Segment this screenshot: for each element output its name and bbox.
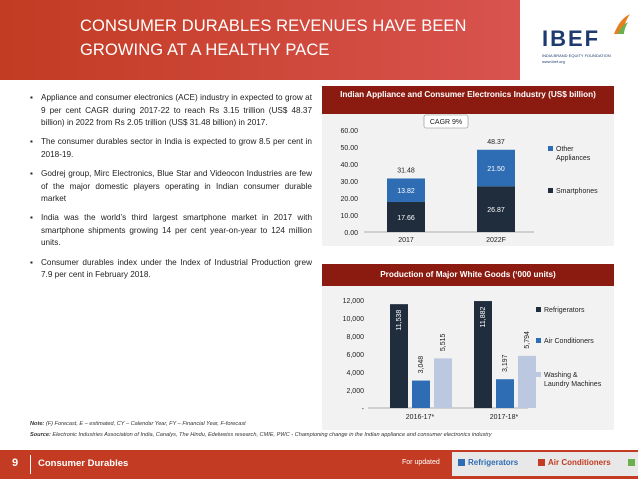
x-tick-label: 2022F	[486, 237, 506, 244]
data-label: 13.82	[397, 188, 415, 195]
bullet-item: India was the world’s third largest smar…	[30, 212, 312, 250]
bar-segment	[387, 178, 425, 202]
note-line: Note: (F) Forecast, E – estimated, CY – …	[30, 420, 620, 428]
y-tick-label: 30.00	[340, 179, 358, 186]
bullet-item: Appliance and consumer electronics (ACE)…	[30, 92, 312, 130]
legend-label: Refrigerators	[544, 307, 585, 314]
source-line: Source: Electronic Industries Associatio…	[30, 431, 620, 439]
y-tick-label: 0.00	[344, 230, 358, 237]
legend-swatch	[548, 188, 553, 193]
legend-label: Washing &	[544, 372, 578, 379]
source-label: Source:	[30, 432, 51, 438]
chart-panel-ace-industry: Indian Appliance and Consumer Electronic…	[322, 86, 614, 246]
data-label: 26.87	[487, 207, 505, 214]
y-tick-label: 6,000	[346, 352, 364, 359]
y-tick-label: 10,000	[343, 316, 365, 323]
x-tick-label: 2017	[398, 237, 414, 244]
data-label: 11,882	[480, 307, 487, 328]
data-label: 3,197	[502, 354, 509, 372]
data-label: 17.66	[397, 215, 415, 222]
y-tick-label: 2,000	[346, 388, 364, 395]
header: CONSUMER DURABLES REVENUES HAVE BEEN GRO…	[0, 0, 638, 80]
footer-item-more[interactable]	[628, 458, 638, 467]
bullet-item: Consumer durables index under the Index …	[30, 257, 312, 282]
bullet-item: Godrej group, Mirc Electronics, Blue Sta…	[30, 168, 312, 206]
data-label: 3,048	[418, 356, 425, 374]
ace-industry-chart: 0.00 10.00 20.00 30.00 40.00 50.00 60.00 17.66 1…	[340, 114, 598, 244]
footer-category-strip: Refrigerators Air Conditioners	[452, 452, 638, 476]
bar-segment	[387, 201, 425, 232]
x-tick-label: 2016-17*	[406, 414, 435, 421]
bar	[412, 380, 430, 408]
chart-title: Indian Appliance and Consumer Electronic…	[322, 86, 614, 114]
footer-divider	[30, 455, 31, 474]
square-icon	[628, 459, 635, 466]
bar	[390, 304, 408, 408]
logo-subtitle: INDIA BRAND EQUITY FOUNDATION	[542, 53, 611, 58]
bar-segment	[477, 149, 515, 187]
page-number: 9	[12, 457, 19, 469]
note-label: Note:	[30, 421, 45, 427]
annotation-box	[423, 114, 469, 129]
legend-label: Smartphones	[556, 188, 598, 195]
legend-label: Air Conditioners	[544, 338, 594, 345]
legend-swatch	[536, 307, 541, 312]
page-title-line1: CONSUMER DURABLES REVENUES HAVE BEEN	[80, 17, 467, 35]
footer-updated-text[interactable]: For updated	[402, 459, 440, 466]
notes: Note: (F) Forecast, E – estimated, CY – …	[30, 420, 620, 439]
page-title: CONSUMER DURABLES REVENUES HAVE BEEN GRO…	[80, 14, 500, 62]
bar	[474, 301, 492, 408]
source-text: Electronic Industries Association of Ind…	[52, 432, 492, 438]
y-tick-label: 12,000	[343, 298, 365, 305]
y-tick-label: -	[362, 406, 365, 413]
bird-icon	[614, 14, 630, 34]
legend-label: Appliances	[556, 155, 591, 162]
note-text: (F) Forecast, E – estimated, CY – Calend…	[45, 421, 246, 427]
y-tick-label: 4,000	[346, 370, 364, 377]
bar	[434, 358, 452, 408]
legend-swatch	[536, 372, 541, 377]
y-tick-label: 40.00	[340, 162, 358, 169]
data-label: 5,515	[440, 334, 447, 352]
y-tick-label: 10.00	[340, 213, 358, 220]
x-tick-label: 2017-18*	[490, 414, 519, 421]
chart-title: Production of Major White Goods (‘000 un…	[322, 264, 614, 286]
square-icon	[538, 459, 545, 466]
ibef-logo[interactable]: IBEF INDIA BRAND EQUITY FOUNDATION www.i…	[528, 8, 633, 72]
bar	[518, 355, 536, 408]
square-icon	[458, 459, 465, 466]
cagr-annotation: CAGR 9%	[430, 119, 462, 126]
logo-url: www.ibef.org	[542, 59, 565, 64]
legend-label: Laundry Machines	[544, 381, 602, 388]
legend-swatch	[548, 146, 553, 151]
bar-segment	[477, 186, 515, 232]
header-band: CONSUMER DURABLES REVENUES HAVE BEEN GRO…	[0, 0, 520, 80]
y-tick-label: 60.00	[340, 128, 358, 135]
y-tick-label: 50.00	[340, 145, 358, 152]
logo-text: IBEF	[542, 26, 601, 51]
total-label: 48.37	[487, 139, 505, 146]
data-label: 21.50	[487, 166, 505, 173]
data-label: 11,538	[396, 310, 403, 331]
legend-swatch	[536, 338, 541, 343]
bullet-list: Appliance and consumer electronics (ACE)…	[30, 92, 312, 288]
legend-label: Other	[556, 146, 574, 153]
footer-item-refrigerators[interactable]: Refrigerators	[458, 458, 518, 467]
y-tick-label: 8,000	[346, 334, 364, 341]
y-tick-label: 20.00	[340, 196, 358, 203]
data-label: 5,794	[524, 331, 531, 349]
chart-panel-white-goods: Production of Major White Goods (‘000 un…	[322, 264, 614, 430]
page-title-line2: GROWING AT A HEALTHY PACE	[80, 41, 330, 59]
bar	[496, 379, 514, 408]
total-label: 31.48	[397, 167, 415, 174]
bullet-item: The consumer durables sector in India is…	[30, 136, 312, 161]
footer-item-air-conditioners[interactable]: Air Conditioners	[538, 458, 611, 467]
footer-section-label: Consumer Durables	[38, 458, 129, 469]
white-goods-chart: - 2,000 4,000 6,000 8,000 10,000 12,000 11,538 3…	[343, 298, 602, 421]
